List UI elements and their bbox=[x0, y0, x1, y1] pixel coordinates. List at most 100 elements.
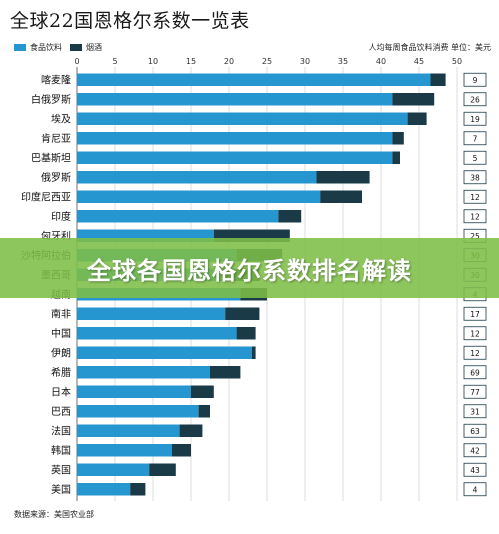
right-value-box bbox=[463, 111, 487, 126]
category-label: 韩国 bbox=[51, 444, 71, 457]
right-value-label: 42 bbox=[470, 446, 480, 455]
bar-tobacco bbox=[430, 73, 446, 86]
category-label: 英国 bbox=[51, 463, 71, 476]
category-label: 日本 bbox=[51, 385, 71, 398]
bar-tobacco bbox=[392, 93, 435, 106]
bar-food bbox=[77, 444, 172, 457]
bar-food bbox=[77, 210, 279, 223]
category-label: 埃及 bbox=[51, 112, 71, 125]
bar-tobacco bbox=[316, 171, 370, 184]
category-label: 印度尼西亚 bbox=[21, 190, 71, 203]
bar-food bbox=[77, 73, 431, 86]
category-label: 希腊 bbox=[51, 366, 71, 379]
right-value-label: 12 bbox=[470, 329, 480, 338]
bar-food bbox=[77, 190, 321, 203]
right-value-box bbox=[463, 189, 487, 204]
right-value-label: 26 bbox=[470, 95, 480, 104]
right-value-box bbox=[463, 131, 487, 146]
right-value-label: 12 bbox=[470, 193, 480, 202]
category-label: 美国 bbox=[51, 483, 71, 496]
x-tick-label: 30 bbox=[300, 57, 310, 66]
bar-food bbox=[77, 307, 226, 320]
x-tick-label: 35 bbox=[338, 57, 348, 66]
category-label: 白俄罗斯 bbox=[31, 93, 71, 106]
category-label: 中国 bbox=[51, 327, 71, 340]
chart-subtitle: 人均每周食品饮料消费 单位：美元 bbox=[368, 43, 491, 52]
right-value-label: 31 bbox=[470, 407, 480, 416]
right-value-box bbox=[463, 404, 487, 419]
chart-title: 全球22国恩格尔系数一览表 bbox=[10, 10, 250, 32]
overlay-banner: 全球各国恩格尔系数排名解读 bbox=[0, 238, 499, 298]
right-value-label: 5 bbox=[473, 154, 478, 163]
right-value-label: 19 bbox=[470, 115, 480, 124]
bar-food bbox=[77, 132, 393, 145]
category-label: 肯尼亚 bbox=[41, 132, 71, 145]
category-label: 巴基斯坦 bbox=[31, 151, 71, 164]
x-tick-label: 45 bbox=[414, 57, 424, 66]
right-value-box bbox=[463, 482, 487, 497]
bar-tobacco bbox=[210, 366, 241, 379]
right-value-label: 63 bbox=[470, 427, 480, 436]
bar-tobacco bbox=[179, 424, 203, 437]
right-value-box bbox=[463, 326, 487, 341]
right-value-label: 12 bbox=[470, 349, 480, 358]
right-value-label: 9 bbox=[473, 76, 478, 85]
bar-food bbox=[77, 405, 199, 418]
bar-food bbox=[77, 112, 408, 125]
right-value-box bbox=[463, 72, 487, 87]
bar-food bbox=[77, 151, 393, 164]
category-label: 伊朗 bbox=[51, 347, 71, 359]
x-tick-label: 40 bbox=[376, 57, 386, 66]
bar-food bbox=[77, 424, 180, 437]
category-label: 喀麦隆 bbox=[41, 73, 71, 86]
right-value-label: 12 bbox=[470, 212, 480, 221]
bar-tobacco bbox=[236, 327, 256, 340]
right-value-box bbox=[463, 170, 487, 185]
right-value-box bbox=[463, 92, 487, 107]
bar-food bbox=[77, 483, 131, 496]
right-value-label: 17 bbox=[470, 310, 480, 319]
right-value-box bbox=[463, 209, 487, 224]
x-tick-label: 25 bbox=[262, 57, 272, 66]
category-label: 法国 bbox=[51, 424, 71, 437]
bar-food bbox=[77, 171, 317, 184]
x-tick-label: 15 bbox=[186, 57, 196, 66]
right-value-label: 43 bbox=[470, 466, 480, 475]
category-label: 俄罗斯 bbox=[41, 171, 71, 184]
category-label: 印度 bbox=[51, 210, 71, 223]
bar-tobacco bbox=[392, 151, 400, 164]
bar-tobacco bbox=[320, 190, 362, 203]
bar-tobacco bbox=[278, 210, 302, 223]
right-value-label: 7 bbox=[473, 134, 478, 143]
legend-swatch-tobacco bbox=[70, 44, 82, 51]
bar-tobacco bbox=[130, 483, 146, 496]
category-label: 巴西 bbox=[51, 406, 71, 418]
right-value-box bbox=[463, 365, 487, 380]
bar-tobacco bbox=[191, 385, 214, 398]
bar-tobacco bbox=[198, 405, 210, 418]
banner-text: 全球各国恩格尔系数排名解读 bbox=[87, 256, 412, 285]
right-value-box bbox=[463, 443, 487, 458]
right-value-box bbox=[463, 462, 487, 477]
bar-tobacco bbox=[251, 346, 256, 359]
legend-label-food: 食品饮料 bbox=[30, 43, 62, 52]
right-value-label: 69 bbox=[470, 368, 480, 377]
x-tick-label: 20 bbox=[224, 57, 234, 66]
right-value-label: 38 bbox=[470, 173, 480, 182]
bar-food bbox=[77, 93, 393, 106]
right-value-box bbox=[463, 345, 487, 360]
bar-tobacco bbox=[392, 132, 404, 145]
bar-tobacco bbox=[149, 463, 176, 476]
bar-food bbox=[77, 385, 191, 398]
x-tick-label: 5 bbox=[112, 57, 117, 66]
legend-label-tobacco: 烟酒 bbox=[86, 43, 102, 52]
legend-swatch-food bbox=[14, 44, 26, 51]
x-tick-label: 0 bbox=[74, 57, 79, 66]
bar-tobacco bbox=[407, 112, 427, 125]
legend: 食品饮料 烟酒 bbox=[14, 42, 102, 53]
data-source: 数据来源：美国农业部 bbox=[14, 510, 94, 519]
bar-food bbox=[77, 327, 237, 340]
right-value-box bbox=[463, 306, 487, 321]
bar-tobacco bbox=[172, 444, 191, 457]
